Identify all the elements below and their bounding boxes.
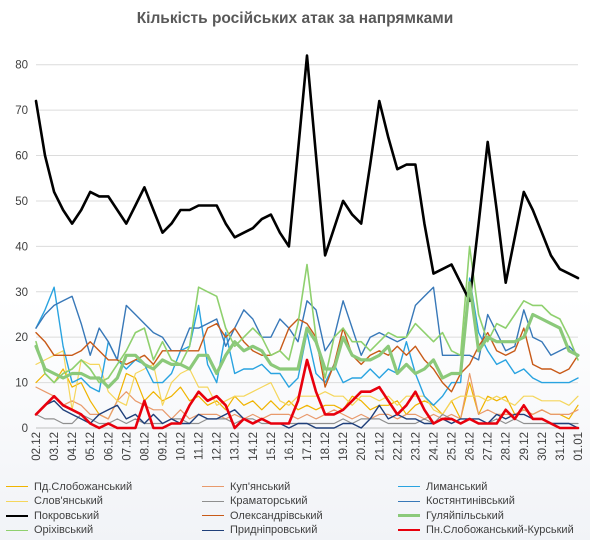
legend-swatch	[398, 514, 420, 518]
y-tick-label: 50	[15, 196, 28, 208]
series-line-1	[35, 372, 579, 420]
y-tick-label: 20	[15, 332, 28, 344]
x-axis: 02.12 03.12 04.12 05.12 06.12 07.12 08.12 09.12…	[31, 432, 585, 461]
y-axis: 0 10 20 30 40 50 60 70 80	[15, 60, 28, 435]
x-tick-label: 09.12	[157, 432, 169, 461]
x-tick-label: 24.12	[428, 432, 440, 461]
x-tick-label: 14.12	[248, 432, 260, 461]
x-tick-label: 07.12	[121, 432, 133, 461]
series-line-0	[35, 368, 579, 420]
x-tick-label: 06.12	[103, 432, 115, 461]
legend-swatch	[6, 500, 28, 502]
legend-label: Краматорський	[230, 495, 308, 508]
x-tick-label: 02.12	[31, 432, 43, 461]
x-tick-label: 30.12	[537, 432, 549, 461]
legend-label: Олександрівський	[230, 509, 323, 522]
x-tick-label: 20.12	[356, 432, 368, 461]
legend-item: Покровський	[6, 509, 202, 523]
x-tick-label: 25.12	[447, 432, 459, 461]
x-tick-label: 17.12	[302, 432, 314, 461]
y-tick-label: 40	[15, 241, 28, 253]
legend-item: Гуляйпільський	[398, 509, 590, 523]
chart-title: Кількість російських атак за напрямками	[136, 10, 454, 27]
legend-item: Олександрівський	[202, 509, 398, 523]
legend-swatch	[398, 500, 420, 502]
x-tick-label: 10.12	[176, 432, 188, 461]
series-line-9	[35, 245, 579, 384]
x-tick-label: 13.12	[230, 432, 242, 461]
x-tick-label: 04.12	[67, 432, 79, 461]
legend-swatch	[202, 515, 224, 517]
y-tick-label: 60	[15, 151, 28, 163]
x-tick-label: 12.12	[212, 432, 224, 461]
x-tick-label: 16.12	[284, 432, 296, 461]
y-tick-label: 80	[15, 60, 28, 72]
series-line-11	[34, 358, 580, 430]
legend-swatch	[202, 529, 224, 531]
series-line-8	[34, 281, 580, 389]
grid-lines	[36, 64, 578, 429]
legend-label: Гуляйпільський	[426, 509, 504, 522]
x-tick-label: 31.12	[555, 432, 567, 461]
legend-swatch	[6, 529, 28, 531]
legend-label: Пн.Слобожанський-Курський	[426, 524, 574, 537]
legend-item: Оріхівський	[6, 524, 202, 538]
x-tick-label: 11.12	[194, 432, 206, 460]
x-tick-label: 15.12	[266, 432, 278, 461]
y-tick-label: 0	[22, 423, 28, 435]
y-tick-label: 70	[15, 105, 28, 117]
x-tick-label: 01.01	[573, 432, 585, 461]
legend-label: Оріхівський	[34, 524, 94, 537]
x-tick-label: 22.12	[392, 432, 404, 461]
x-tick-label: 05.12	[85, 432, 97, 461]
x-tick-label: 27.12	[483, 432, 495, 461]
x-tick-label: 23.12	[410, 432, 422, 461]
legend-label: Куп'янський	[230, 480, 291, 493]
legend-label: Пд.Слобожанський	[34, 480, 133, 493]
legend-label: Лиманський	[426, 480, 488, 493]
legend-label: Покровський	[34, 509, 100, 522]
y-tick-label: 10	[15, 378, 28, 390]
legend-swatch	[398, 486, 420, 488]
x-tick-label: 03.12	[49, 432, 61, 461]
series-line-6	[34, 54, 580, 303]
x-tick-label: 29.12	[519, 432, 531, 461]
x-tick-label: 18.12	[320, 432, 332, 461]
legend-swatch	[6, 514, 28, 517]
legend-item: Слов'янський	[6, 495, 202, 509]
legend-item: Придніпровський	[202, 524, 398, 538]
series-line-7	[35, 318, 579, 393]
legend-item: Пн.Слобожанський-Курський	[398, 524, 590, 538]
legend-label: Слов'янський	[34, 495, 103, 508]
legend-label: Придніпровський	[230, 524, 318, 537]
x-tick-label: 19.12	[338, 432, 350, 461]
x-tick-label: 08.12	[139, 432, 151, 461]
series-line-5	[35, 286, 579, 361]
y-tick-label: 30	[15, 287, 28, 299]
legend-item: Куп'янський	[202, 480, 398, 494]
x-tick-label: 21.12	[374, 432, 386, 461]
legend-item: Лиманський	[398, 480, 590, 494]
series-line-3	[35, 350, 579, 415]
line-chart: 0 10 20 30 40 50 60 70 80 02.12 03.12 04.12 05.12 06…	[15, 54, 585, 461]
legend-swatch	[398, 529, 420, 532]
legend-swatch	[202, 486, 224, 488]
legend-item: Пд.Слобожанський	[6, 480, 202, 494]
series-lines	[34, 54, 580, 430]
legend-swatch	[6, 486, 28, 488]
legend-swatch	[202, 500, 224, 502]
x-tick-label: 26.12	[465, 432, 477, 461]
legend-item: Костянтинівський	[398, 495, 590, 509]
legend-label: Костянтинівський	[426, 495, 515, 508]
x-tick-label: 28.12	[501, 432, 513, 461]
legend: Пд.Слобожанський Куп'янський Лиманський Сло…	[6, 480, 590, 537]
legend-item: Краматорський	[202, 495, 398, 509]
